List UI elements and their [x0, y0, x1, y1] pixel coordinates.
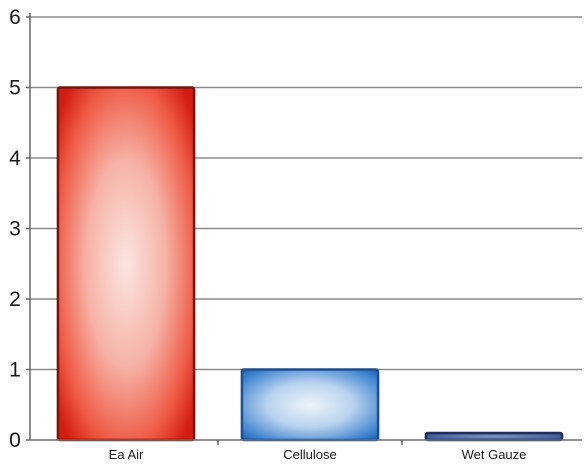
y-tick-label: 1 [9, 359, 21, 382]
y-tick-label: 4 [9, 147, 21, 170]
bar-cellulose [240, 368, 380, 442]
bar-ea-air [56, 86, 196, 442]
bars [56, 86, 564, 442]
x-axis-labels: Ea Air Cellulose Wet Gauze [109, 447, 527, 462]
x-tick-label: Wet Gauze [462, 447, 527, 462]
y-axis-ticks: 0 1 2 3 4 5 6 [9, 6, 30, 452]
y-tick-label: 6 [9, 6, 21, 29]
y-tick-label: 2 [9, 288, 21, 311]
x-tick-label: Ea Air [109, 447, 144, 462]
y-tick-label: 3 [9, 218, 21, 241]
bar-wet-gauze [424, 431, 564, 442]
y-tick-label: 5 [9, 77, 21, 100]
x-tick-label: Cellulose [283, 447, 336, 462]
y-tick-label: 0 [9, 429, 21, 452]
